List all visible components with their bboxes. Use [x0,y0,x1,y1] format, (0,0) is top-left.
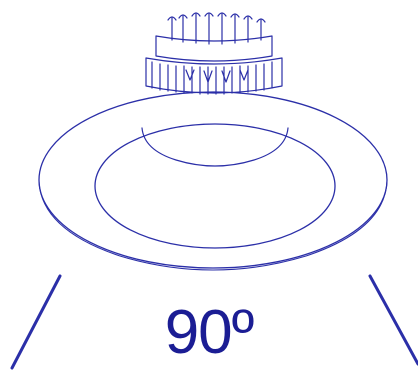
housing-rib-detail [185,69,249,83]
trim-ring-lip [38,181,388,271]
housing-lower-band [145,57,283,94]
housing-top-fins [171,13,262,45]
housing-top-band [155,35,273,62]
outer-trim-ring [38,91,388,269]
housing-ribs [151,61,273,95]
beam-line-left [10,274,62,370]
heat-sink-housing [145,12,283,95]
beam-line-right [368,274,418,366]
reflector-back [141,127,289,167]
housing-top-fin-caps [167,12,266,23]
beam-angle-label: 90º [164,298,255,367]
reflector-opening [94,123,336,249]
